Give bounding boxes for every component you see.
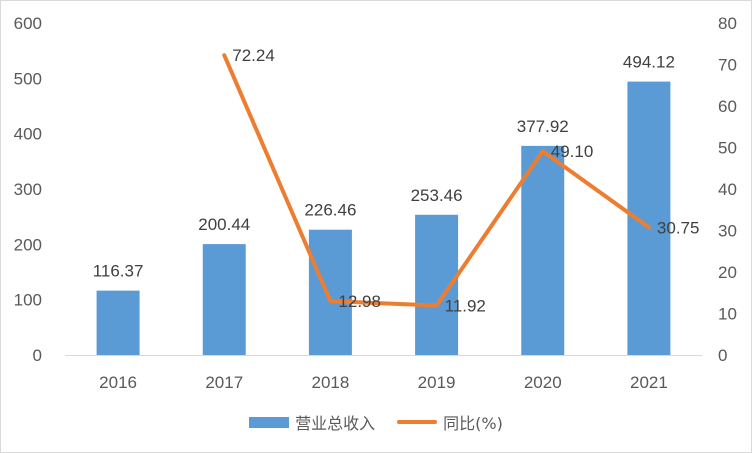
left-axis-ticks: 0 100 200 300 400 500 600 xyxy=(14,14,42,365)
legend-item-revenue: 营业总收入 xyxy=(249,410,375,434)
bar-data-label: 253.46 xyxy=(411,186,463,205)
legend: 营业总收入 同比(%) xyxy=(0,410,752,434)
yoy-line xyxy=(222,53,651,308)
left-axis-tick-label: 400 xyxy=(14,125,42,144)
line-data-label: 72.24 xyxy=(232,46,275,65)
legend-swatch-revenue xyxy=(249,416,290,428)
bar-data-label: 200.44 xyxy=(198,215,250,234)
right-axis-tick-label: 50 xyxy=(718,139,737,158)
x-axis-tick-label: 2019 xyxy=(418,373,456,392)
bar-series xyxy=(96,81,671,355)
bar xyxy=(202,244,246,355)
right-axis-tick-label: 60 xyxy=(718,97,737,116)
x-axis-tick-label: 2017 xyxy=(205,373,243,392)
left-axis-tick-label: 0 xyxy=(33,346,42,365)
right-axis-tick-label: 40 xyxy=(718,180,737,199)
x-axis-ticks: 2016 2017 2018 2019 2020 2021 xyxy=(99,373,668,392)
right-axis-tick-label: 20 xyxy=(718,263,737,282)
right-axis-tick-label: 0 xyxy=(718,346,727,365)
right-axis-tick-label: 30 xyxy=(718,222,737,241)
bar-data-labels: 116.37 200.44 226.46 253.46 377.92 494.12 xyxy=(93,53,675,281)
left-axis-tick-label: 600 xyxy=(14,14,42,33)
x-axis-tick-label: 2021 xyxy=(630,373,668,392)
bar-data-label: 226.46 xyxy=(304,201,356,220)
bar xyxy=(96,290,140,355)
line-data-labels: 72.24 12.98 11.92 49.10 30.75 xyxy=(232,46,699,315)
bar xyxy=(521,145,565,355)
legend-label-revenue: 营业总收入 xyxy=(295,414,376,433)
line-data-label: 12.98 xyxy=(338,292,381,311)
line-series xyxy=(222,53,651,308)
legend-label-yoy: 同比(%) xyxy=(443,414,503,433)
x-axis-tick-label: 2016 xyxy=(99,373,137,392)
x-axis-tick-label: 2020 xyxy=(524,373,562,392)
bar xyxy=(308,229,352,355)
left-axis-tick-label: 200 xyxy=(14,235,42,254)
left-axis-tick-label: 500 xyxy=(14,69,42,88)
line-data-label: 11.92 xyxy=(445,297,486,316)
line-data-label: 30.75 xyxy=(657,218,700,237)
right-axis-tick-label: 70 xyxy=(718,56,737,75)
right-axis-ticks: 0 10 20 30 40 50 60 70 80 xyxy=(718,14,737,365)
bar-data-label: 377.92 xyxy=(517,117,569,136)
bar-data-label: 116.37 xyxy=(93,262,144,281)
x-axis-tick-label: 2018 xyxy=(312,373,350,392)
legend-item-yoy: 同比(%) xyxy=(397,410,503,434)
right-axis-tick-label: 80 xyxy=(718,14,737,33)
line-data-label: 49.10 xyxy=(551,142,594,161)
legend-swatch-yoy xyxy=(397,420,438,424)
right-axis-tick-label: 10 xyxy=(718,305,737,324)
bar-data-label: 494.12 xyxy=(623,53,675,72)
left-axis-tick-label: 100 xyxy=(14,291,42,310)
left-axis-tick-label: 300 xyxy=(14,180,42,199)
